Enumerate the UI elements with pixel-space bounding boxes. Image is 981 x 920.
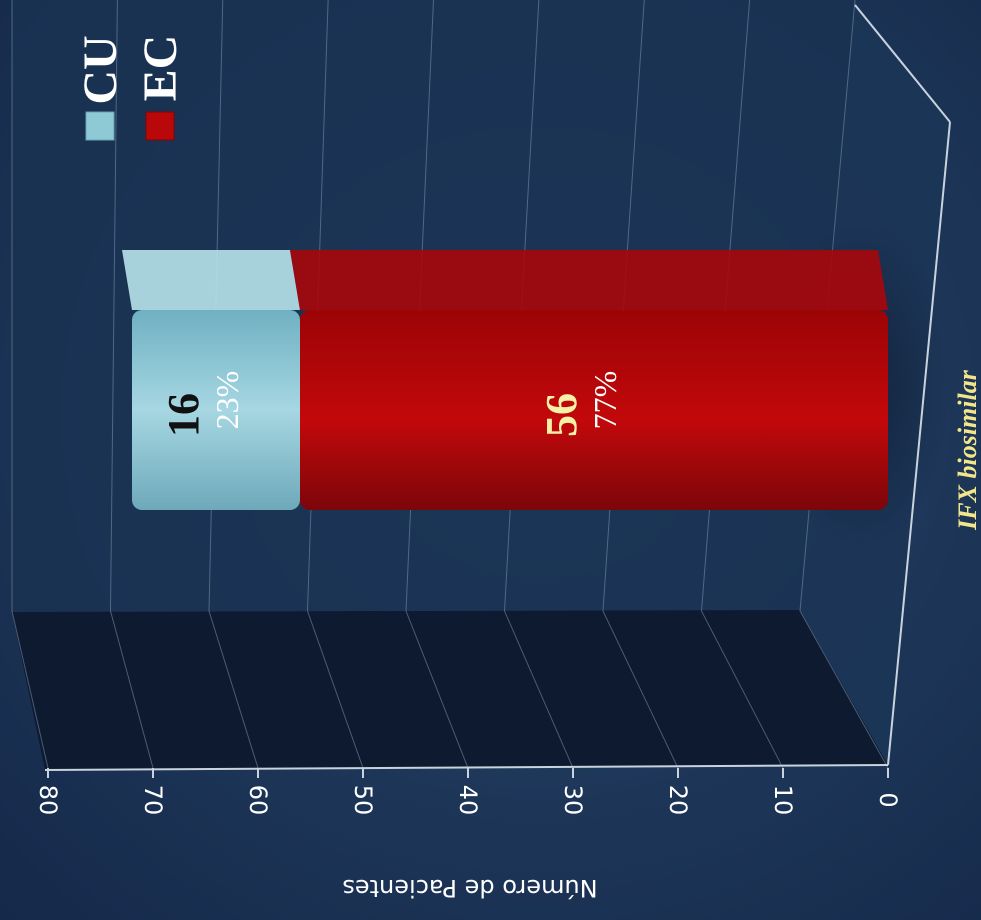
chart-side-wall bbox=[12, 610, 888, 770]
tick-label: 20 bbox=[664, 785, 692, 816]
gridline bbox=[602, 0, 679, 769]
data-label-value: 56 bbox=[537, 393, 586, 437]
legend-label-cu: CU bbox=[74, 35, 127, 104]
legend-swatch-ec bbox=[145, 111, 175, 141]
value-axis-line bbox=[44, 764, 889, 771]
tick-label: 10 bbox=[769, 785, 797, 816]
data-label-value: 16 bbox=[159, 393, 208, 437]
tick-label: 40 bbox=[454, 785, 482, 816]
bars bbox=[122, 250, 888, 510]
bar-segment-top-cu bbox=[122, 250, 300, 310]
tick-label: 50 bbox=[349, 785, 377, 816]
value-axis-title: Número de Pacientes bbox=[342, 874, 597, 902]
bar-segment-top-ec bbox=[290, 250, 888, 310]
gridline bbox=[208, 0, 259, 769]
bar-segment-cu bbox=[132, 310, 300, 510]
data-label-percent: 77% bbox=[587, 371, 623, 430]
gridline bbox=[405, 0, 469, 769]
tick-label: 30 bbox=[559, 785, 587, 816]
tick-label: 0 bbox=[874, 792, 902, 807]
depth-axis-line-top bbox=[854, 4, 951, 123]
gridline bbox=[503, 0, 574, 769]
value-axis: 0 10 20 30 40 50 60 70 80 bbox=[34, 768, 902, 815]
gridlines bbox=[11, 0, 889, 769]
tick-label: 70 bbox=[139, 785, 167, 816]
data-label-percent: 23% bbox=[209, 371, 245, 430]
bar-segment-ec bbox=[300, 310, 888, 510]
gridline bbox=[109, 0, 154, 769]
gridline bbox=[799, 0, 889, 769]
category-label: IFX biosimilar bbox=[953, 369, 981, 531]
depth-axis-line bbox=[887, 121, 951, 766]
tick-label: 60 bbox=[244, 785, 272, 816]
gridline bbox=[11, 0, 49, 769]
tick-label: 80 bbox=[34, 785, 62, 816]
legend: CU EC bbox=[74, 35, 187, 141]
legend-label-ec: EC bbox=[134, 35, 187, 102]
gridline bbox=[306, 0, 364, 769]
legend-swatch-cu bbox=[85, 111, 115, 141]
data-labels: 56 77% 16 23% bbox=[159, 371, 623, 437]
gridline bbox=[700, 0, 784, 769]
